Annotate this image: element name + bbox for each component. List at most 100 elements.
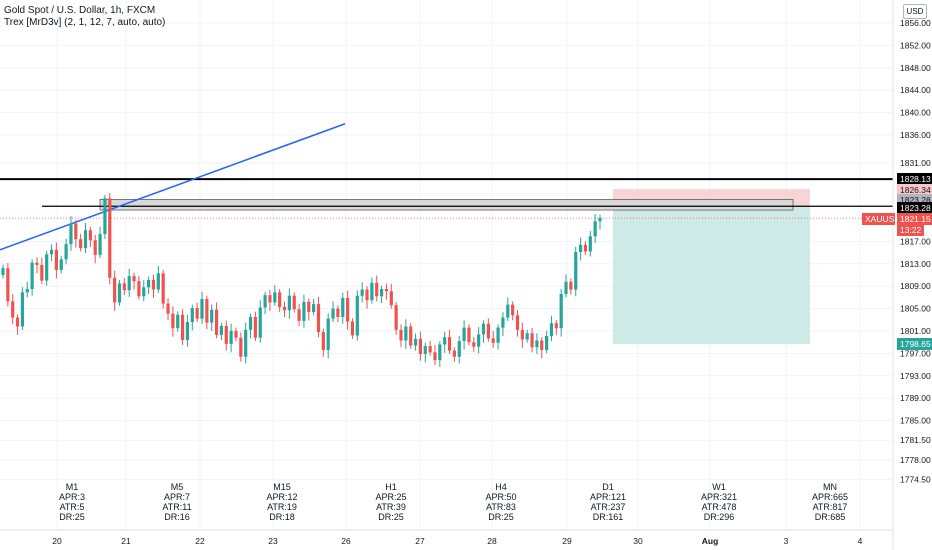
candle-body bbox=[40, 264, 44, 281]
timeframe-dr: DR:25 bbox=[488, 512, 514, 522]
time-tick-label: 30 bbox=[633, 536, 643, 546]
candle-body bbox=[195, 308, 199, 319]
candle-body bbox=[365, 289, 369, 301]
price-tick-label: 1797.00 bbox=[900, 348, 931, 358]
indicator-legend[interactable]: Trex [MrD3v] (2, 1, 12, 7, auto, auto) bbox=[4, 17, 166, 28]
candle-body bbox=[180, 314, 185, 340]
candle-body bbox=[156, 273, 160, 290]
trend-line bbox=[0, 123, 346, 251]
candle-body bbox=[200, 299, 204, 319]
candle-body bbox=[132, 276, 136, 282]
last-price-label: 1821.15 bbox=[897, 213, 932, 226]
price-tick-label: 1856.00 bbox=[900, 18, 931, 28]
candle-body bbox=[273, 292, 277, 303]
timeframe-dr: DR:296 bbox=[703, 512, 735, 522]
timeframe-apr: APR:7 bbox=[163, 492, 190, 502]
currency-button[interactable]: USD bbox=[903, 4, 927, 19]
candle-body bbox=[379, 289, 384, 297]
timeframe-apr: APR:665 bbox=[811, 492, 849, 502]
position-tool bbox=[613, 189, 810, 345]
time-tick-label: 28 bbox=[487, 536, 497, 546]
price-tick-label: 1789.00 bbox=[900, 393, 931, 403]
candlestick-series bbox=[1, 192, 602, 367]
candle-body bbox=[54, 249, 58, 270]
candle-body bbox=[316, 304, 321, 333]
candle-body bbox=[438, 344, 442, 361]
timeframe-atr: ATR:5 bbox=[59, 502, 85, 512]
candle-body bbox=[253, 317, 257, 338]
price-tick-label: 1781.50 bbox=[900, 435, 931, 445]
time-axis: 20 21 22 23 26 27 28 29 30 Aug 3 4 bbox=[0, 529, 893, 546]
timeframe-dr: DR:25 bbox=[59, 512, 85, 522]
candle-body bbox=[496, 327, 500, 343]
candle-body bbox=[287, 295, 291, 311]
candle-body bbox=[583, 244, 588, 252]
candle-body bbox=[108, 198, 112, 278]
candle-body bbox=[331, 308, 335, 319]
candle-body bbox=[569, 281, 573, 290]
range-rectangle bbox=[99, 199, 794, 211]
candle-body bbox=[336, 308, 340, 317]
timeframe-dr: DR:16 bbox=[164, 512, 190, 522]
candle-body bbox=[25, 289, 29, 293]
candle-body bbox=[205, 299, 209, 323]
price-tick-label: 1848.00 bbox=[900, 63, 931, 73]
candle-body bbox=[341, 297, 345, 317]
candle-body bbox=[370, 282, 374, 301]
candle-body bbox=[375, 282, 379, 297]
candle-body bbox=[176, 314, 180, 329]
candle-body bbox=[564, 281, 568, 295]
candle-body bbox=[511, 304, 515, 316]
candle-body bbox=[486, 323, 490, 339]
candle-body bbox=[418, 338, 423, 354]
candle-body bbox=[574, 252, 578, 290]
timeframe-dr: DR:18 bbox=[269, 512, 295, 522]
candle-body bbox=[598, 217, 602, 222]
candle-body bbox=[45, 254, 49, 281]
timeframe-name: W1 bbox=[712, 482, 726, 492]
candle-body bbox=[234, 331, 238, 338]
take-profit-zone bbox=[613, 206, 810, 345]
price-tick-label: 1813.00 bbox=[900, 259, 931, 269]
candle-body bbox=[292, 295, 296, 310]
candle-body bbox=[83, 230, 88, 249]
timeframe-stat-m1: M1 APR:3 ATR:5 DR:25 bbox=[37, 482, 107, 522]
timeframe-atr: ATR:817 bbox=[812, 502, 848, 512]
timeframe-name: D1 bbox=[602, 482, 614, 492]
drawing-lines bbox=[0, 123, 893, 251]
timeframe-stat-h1: H1 APR:25 ATR:39 DR:25 bbox=[356, 482, 426, 522]
candle-body bbox=[423, 346, 427, 354]
timeframe-apr: APR:121 bbox=[589, 492, 627, 502]
candle-body bbox=[127, 276, 131, 291]
price-tick-label: 1831.00 bbox=[900, 158, 931, 168]
timeframe-stat-h4: H4 APR:50 ATR:83 DR:25 bbox=[466, 482, 536, 522]
price-axis-bg bbox=[893, 0, 932, 550]
time-tick-label: 20 bbox=[52, 536, 62, 546]
candle-body bbox=[472, 342, 476, 347]
bar-countdown-label: 13:22 bbox=[897, 224, 925, 237]
candle-body bbox=[248, 317, 253, 330]
candle-body bbox=[278, 292, 282, 307]
candle-body bbox=[462, 327, 466, 342]
price-tick-label: 1785.00 bbox=[900, 416, 931, 426]
candle-body bbox=[477, 334, 481, 347]
candle-body bbox=[321, 332, 325, 351]
candle-body bbox=[35, 262, 39, 265]
candle-body bbox=[506, 304, 510, 318]
timeframe-stat-d1: D1 APR:121 ATR:237 DR:161 bbox=[573, 482, 643, 522]
candle-body bbox=[413, 338, 418, 346]
candle-body bbox=[214, 309, 219, 335]
timeframe-atr: ATR:83 bbox=[486, 502, 516, 512]
candle-body bbox=[11, 301, 15, 318]
candle-body bbox=[263, 295, 267, 308]
candle-body bbox=[79, 239, 83, 249]
time-tick-label: 23 bbox=[268, 536, 278, 546]
candle-body bbox=[559, 294, 563, 329]
timeframe-apr: APR:12 bbox=[266, 492, 298, 502]
symbol-title[interactable]: Gold Spot / U.S. Dollar, 1h, FXCM bbox=[4, 5, 156, 16]
candle-body bbox=[389, 291, 393, 306]
candle-body bbox=[166, 303, 170, 314]
time-tick-label: Aug bbox=[702, 536, 719, 546]
